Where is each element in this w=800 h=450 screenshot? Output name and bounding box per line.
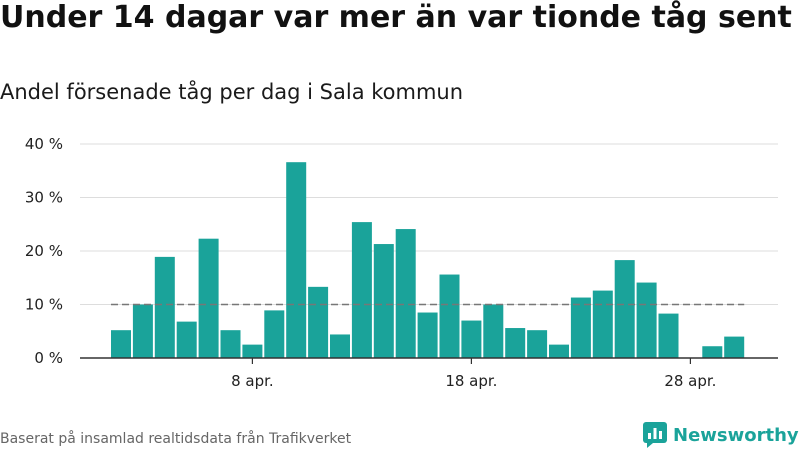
bar [505, 328, 526, 358]
bar [527, 330, 548, 358]
bar [132, 304, 153, 358]
brand-name: Newsworthy [673, 424, 799, 446]
bar [198, 238, 219, 358]
newsworthy-logo: Newsworthy [643, 420, 799, 450]
bar [702, 346, 723, 358]
bar [658, 313, 679, 358]
bar [614, 260, 635, 358]
newsworthy-icon [643, 422, 667, 448]
bar [483, 304, 504, 358]
x-tick-label: 8 apr. [231, 372, 274, 390]
y-tick-label: 40 % [25, 135, 63, 153]
y-tick-label: 0 % [34, 349, 63, 367]
y-tick-label: 20 % [25, 242, 63, 260]
y-tick-label: 30 % [25, 189, 63, 207]
bar [439, 274, 460, 358]
chart-subtitle: Andel försenade tåg per dag i Sala kommu… [0, 80, 464, 104]
bar [461, 320, 482, 358]
y-tick-label: 10 % [25, 296, 63, 314]
bar [417, 312, 438, 358]
bar [724, 336, 745, 358]
bar [308, 286, 329, 358]
bar [111, 330, 131, 358]
bar [264, 310, 285, 358]
bar-chart: 0 % 10 % 20 % 30 % 40 % 8 apr. 18 apr. 28 apr. [25, 135, 778, 390]
bar [570, 297, 591, 358]
bar [351, 222, 372, 358]
bar [636, 282, 657, 358]
bar [395, 229, 416, 358]
bar [176, 321, 197, 358]
bar [220, 330, 241, 358]
x-tick-label: 18 apr. [445, 372, 497, 390]
bar [330, 334, 350, 358]
bar [242, 344, 263, 358]
source-note: Baserat på insamlad realtidsdata från Tr… [0, 431, 352, 447]
bar [592, 290, 613, 358]
x-tick-label: 28 apr. [664, 372, 716, 390]
bar [154, 256, 175, 358]
chart-title: Under 14 dagar var mer än var tionde tåg… [0, 0, 792, 35]
bar [373, 244, 394, 358]
bar [286, 162, 307, 358]
bar [549, 344, 569, 358]
